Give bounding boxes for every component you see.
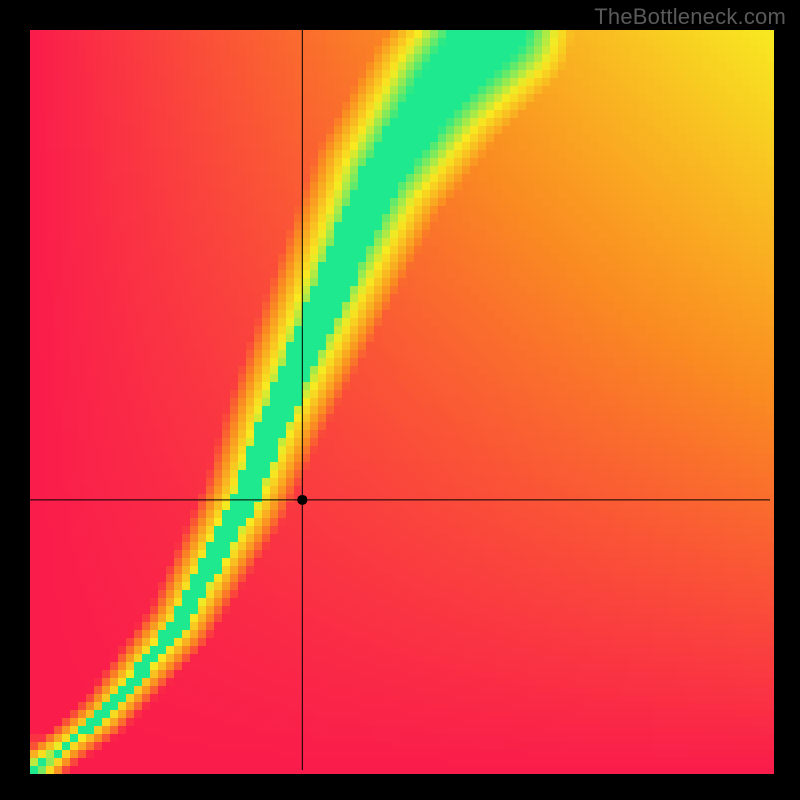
- heatmap-canvas: [0, 0, 800, 800]
- chart-container: TheBottleneck.com: [0, 0, 800, 800]
- watermark-text: TheBottleneck.com: [594, 4, 786, 30]
